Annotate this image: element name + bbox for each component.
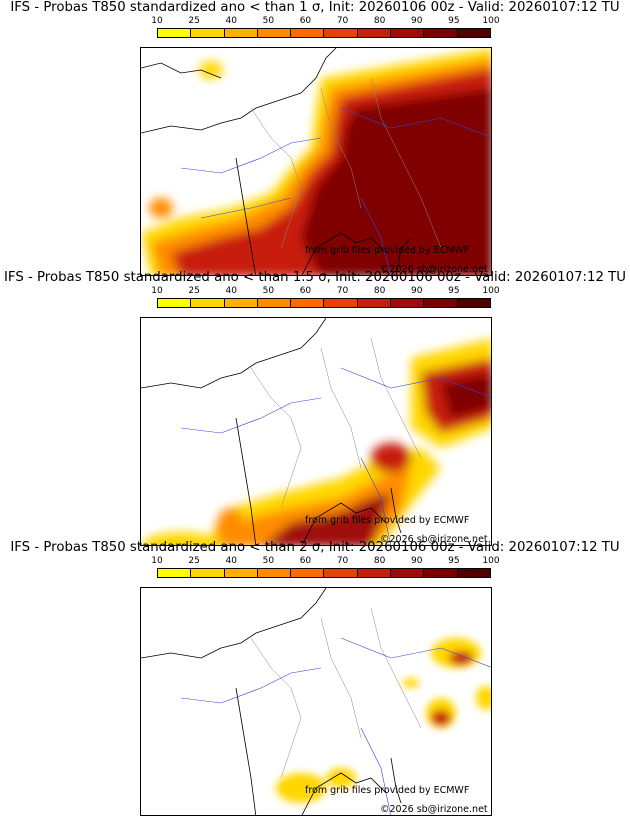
colorbar-segment: [291, 299, 325, 307]
copyright-credit: ©2026 sb@irizone.net: [380, 804, 488, 815]
colorbar: [157, 28, 491, 38]
colorbar-segment: [424, 299, 458, 307]
panel-title: IFS - Probas T850 standardized ano < tha…: [3, 270, 627, 285]
colorbar-segment: [291, 569, 325, 577]
coastlines: [141, 588, 402, 815]
colorbar-tick-label: 60: [299, 16, 312, 26]
probability-field: [276, 638, 491, 803]
rivers: [180, 107, 491, 275]
source-credit: from grib files provided by ECMWF: [305, 785, 470, 796]
colorbar-segment: [191, 299, 225, 307]
colorbar-segment: [357, 299, 392, 307]
colorbar-segment: [324, 299, 358, 307]
colorbar-tick-label: 100: [482, 286, 500, 296]
colorbar-segment: [158, 29, 192, 37]
source-credit: from grib files provided by ECMWF: [305, 515, 470, 526]
panel-title: IFS - Probas T850 standardized ano < tha…: [10, 0, 620, 15]
colorbar-tick-label: 70: [336, 556, 349, 566]
colorbar: [157, 298, 491, 308]
colorbar-segment: [257, 569, 292, 577]
probability-map: [140, 317, 492, 546]
coastlines: [141, 318, 402, 545]
colorbar-segment: [224, 569, 258, 577]
colorbar-segment: [191, 29, 225, 37]
colorbar-tick-label: 10: [151, 16, 163, 26]
colorbar-tick-label: 80: [373, 16, 386, 26]
colorbar-tick-label: 95: [448, 286, 460, 296]
colorbar-segment: [424, 29, 458, 37]
probability-map: [140, 587, 492, 816]
probability-field: [141, 48, 491, 275]
source-credit: from grib files provided by ECMWF: [305, 245, 470, 256]
colorbar-tick-label: 25: [188, 286, 200, 296]
panel-1-5sigma: IFS - Probas T850 standardized ano < tha…: [0, 270, 630, 546]
colorbar-tick-label: 90: [411, 16, 423, 26]
probability-map: [140, 47, 492, 276]
panel-title: IFS - Probas T850 standardized ano < tha…: [10, 540, 620, 555]
colorbar-segment: [357, 29, 392, 37]
borders: [250, 77, 442, 249]
colorbar-tick-label: 60: [299, 286, 312, 296]
probability-field: [141, 338, 491, 545]
colorbar-tick-label: 95: [448, 16, 460, 26]
borders: [250, 607, 422, 779]
colorbar-tick-label: 40: [225, 556, 237, 566]
colorbar-tick-label: 100: [482, 16, 500, 26]
colorbar-labels: 10 25 40 50 60 70 80 90 95 100: [140, 286, 500, 296]
colorbar-tick-label: 90: [411, 556, 423, 566]
colorbar-segment: [357, 569, 392, 577]
colorbar-tick-label: 100: [482, 556, 500, 566]
colorbar-segment: [224, 299, 258, 307]
copyright-credit: ©2026 sb@irizone.net: [380, 534, 488, 545]
colorbar-segment: [191, 569, 225, 577]
colorbar-segment: [257, 299, 292, 307]
colorbar-segment: [158, 299, 192, 307]
colorbar-segment: [291, 29, 325, 37]
colorbar-segment: [391, 299, 425, 307]
rivers: [180, 637, 491, 815]
colorbar-tick-label: 10: [151, 286, 163, 296]
colorbar-segment: [424, 569, 458, 577]
colorbar-segment: [457, 29, 490, 37]
colorbar-tick-label: 40: [225, 286, 237, 296]
panel-2sigma: IFS - Probas T850 standardized ano < tha…: [0, 540, 630, 816]
colorbar-segment: [224, 29, 258, 37]
rivers: [180, 367, 491, 545]
colorbar-tick-label: 50: [262, 16, 275, 26]
colorbar-tick-label: 25: [188, 556, 200, 566]
colorbar-segment: [457, 569, 490, 577]
colorbar-tick-label: 50: [262, 556, 275, 566]
colorbar-tick-label: 25: [188, 16, 200, 26]
colorbar-tick-label: 40: [225, 16, 237, 26]
colorbar-tick-label: 10: [151, 556, 163, 566]
colorbar-tick-label: 90: [411, 286, 423, 296]
colorbar-tick-label: 70: [336, 286, 349, 296]
colorbar-segment: [391, 569, 425, 577]
colorbar-labels: 10 25 40 50 60 70 80 90 95 100: [140, 16, 500, 26]
colorbar-segment: [324, 569, 358, 577]
colorbar-segment: [457, 299, 490, 307]
colorbar-segment: [324, 29, 358, 37]
colorbar-tick-label: 95: [448, 556, 460, 566]
colorbar: [157, 568, 491, 578]
colorbar-tick-label: 80: [373, 556, 386, 566]
copyright-credit: ©2026 sb@irizone.net: [380, 264, 488, 275]
colorbar-labels: 10 25 40 50 60 70 80 90 95 100: [140, 556, 500, 566]
colorbar-tick-label: 60: [299, 556, 312, 566]
colorbar-segment: [257, 29, 292, 37]
colorbar-tick-label: 50: [262, 286, 275, 296]
colorbar-tick-label: 80: [373, 286, 386, 296]
colorbar-tick-label: 70: [336, 16, 349, 26]
colorbar-segment: [391, 29, 425, 37]
coastlines: [141, 48, 412, 275]
panel-1sigma: IFS - Probas T850 standardized ano < tha…: [0, 0, 630, 276]
colorbar-segment: [158, 569, 192, 577]
borders: [250, 337, 422, 509]
